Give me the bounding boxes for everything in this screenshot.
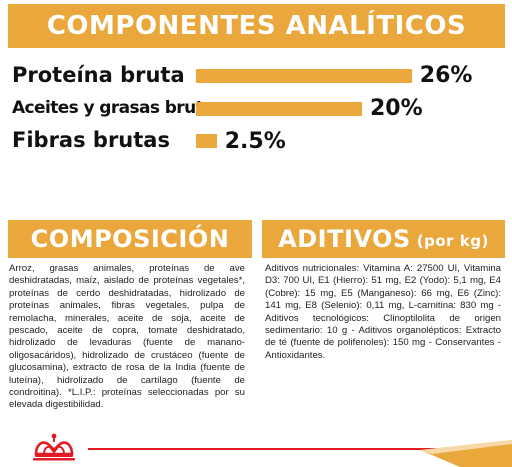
analytical-components-banner: COMPONENTES ANALÍTICOS xyxy=(8,4,505,48)
additives-title: ADITIVOS xyxy=(278,225,411,253)
nutrient-bar xyxy=(196,102,362,116)
brand-stripe xyxy=(88,448,483,450)
decorative-gold-swoosh xyxy=(420,440,512,467)
additives-text: Aditivos nutricionales: Vitamina A: 2750… xyxy=(265,263,501,361)
nutrient-value: 26% xyxy=(419,63,473,88)
composition-title: COMPOSICIÓN xyxy=(30,225,230,253)
nutrient-value: 2.5% xyxy=(224,129,286,154)
crown-logo-icon xyxy=(33,433,75,461)
additives-unit: (por kg) xyxy=(416,232,489,250)
composition-banner: COMPOSICIÓN xyxy=(8,220,252,258)
nutrient-value: 20% xyxy=(370,96,423,121)
composition-text: Arroz, grasas animales, proteínas de ave… xyxy=(9,263,245,411)
nutrient-label: Proteína bruta xyxy=(12,63,185,87)
additives-banner: ADITIVOS (por kg) xyxy=(262,220,505,258)
nutrient-bar xyxy=(196,69,412,83)
nutrient-label: Fibras brutas xyxy=(12,128,170,152)
nutrient-label: Aceites y grasas brutos xyxy=(12,98,224,118)
analytical-components-title: COMPONENTES ANALÍTICOS xyxy=(46,11,467,41)
nutrient-bar xyxy=(196,134,217,148)
